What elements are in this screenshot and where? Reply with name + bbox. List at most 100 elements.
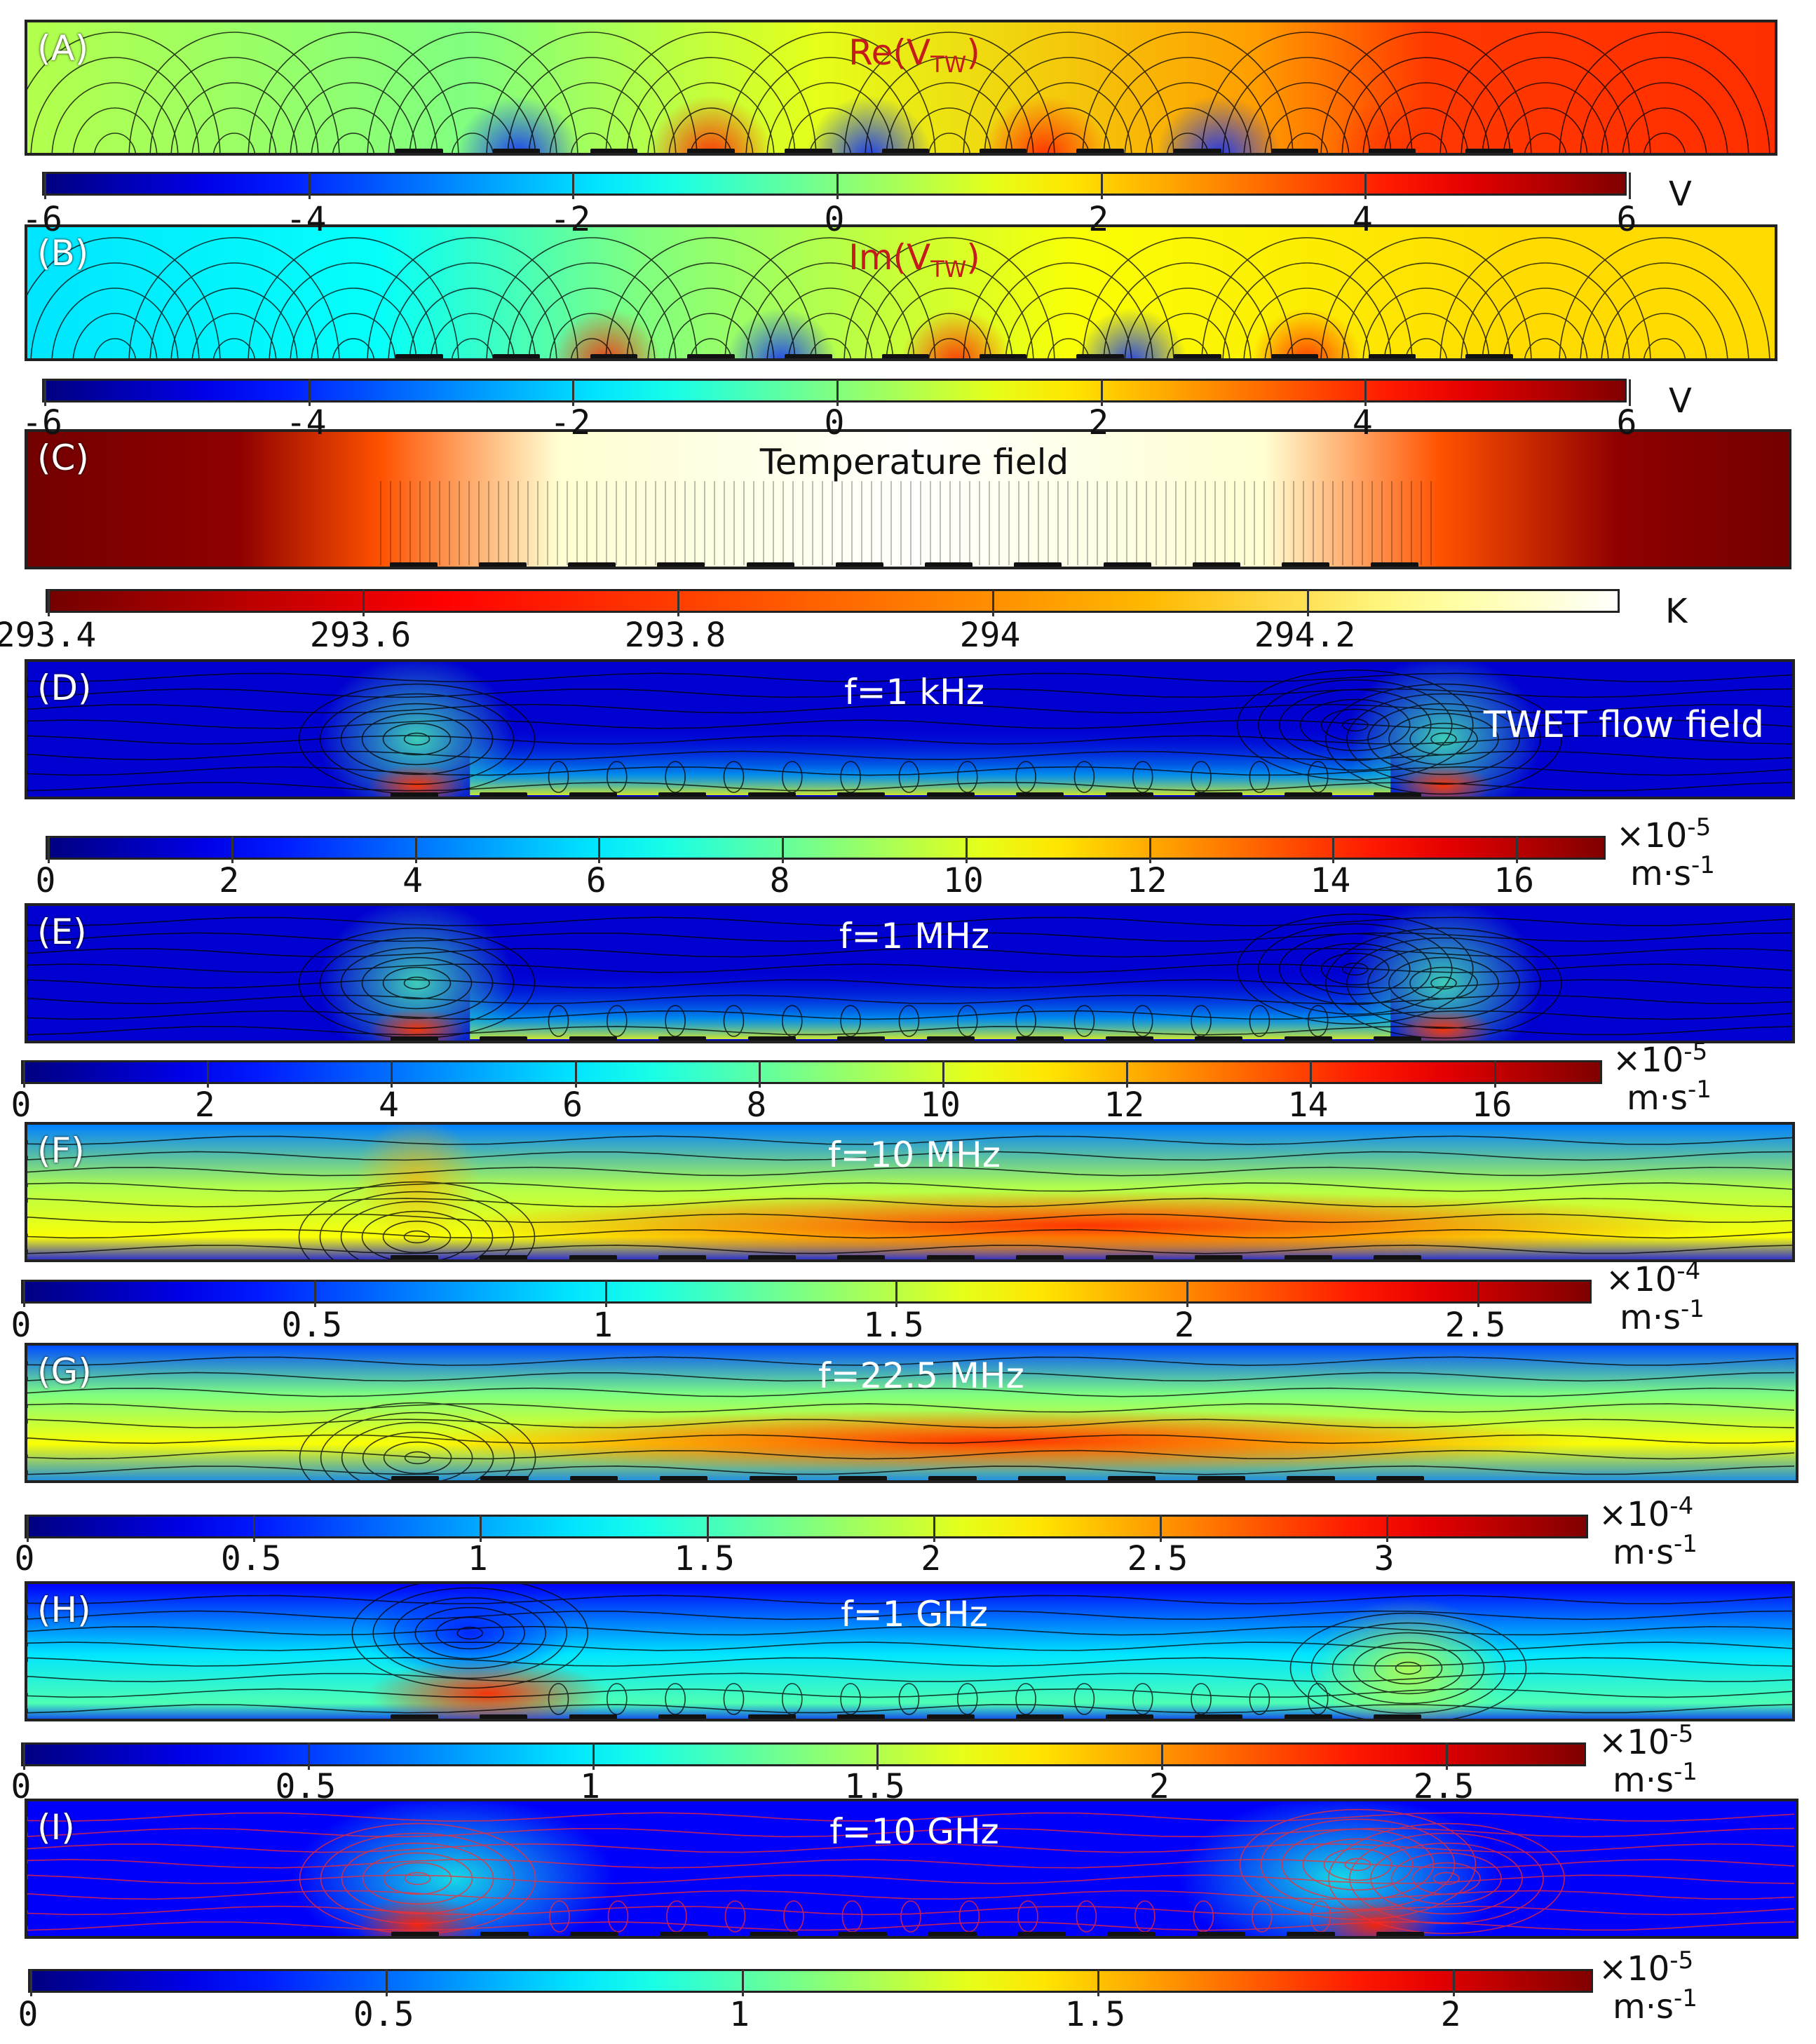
electrode	[659, 1476, 708, 1480]
colorbar-tick	[741, 1970, 744, 1996]
panel-title: f=1 MHz	[839, 916, 989, 956]
colorbar-tick	[604, 1280, 607, 1307]
electrode	[569, 792, 617, 797]
panel-i: (I) f=10 GHz	[25, 1799, 1798, 1939]
colorbar-d	[46, 836, 1606, 863]
colorbar-tick-label: 8	[746, 1085, 767, 1125]
electrode	[1374, 792, 1422, 797]
colorbar-tick	[1332, 837, 1335, 863]
colorbar-tick-label: 6	[1616, 200, 1637, 239]
colorbar-tick	[782, 837, 785, 863]
colorbar-unit: m·s-1	[1620, 1295, 1705, 1337]
colorbar-tick	[1148, 837, 1151, 863]
colorbar-tick-label: 294	[959, 616, 1021, 655]
streamlines	[380, 481, 1432, 565]
vortex-right	[1346, 906, 1542, 1041]
electrode	[391, 1932, 439, 1936]
electrode	[1284, 1036, 1332, 1041]
panel-title-text: f=1 MHz	[839, 916, 990, 956]
colorbar-tick-label: 10	[942, 861, 984, 900]
streamlines	[27, 1135, 1792, 1259]
colorbar-tick-label: 0.5	[220, 1539, 282, 1578]
colorbar-tick	[308, 172, 311, 199]
colorbar-tick	[1100, 379, 1103, 406]
colorbar-tick-label: 2.5	[1444, 1306, 1506, 1345]
electrode-potential-hotspot	[648, 95, 774, 153]
colorbar-tick-label: -2	[550, 403, 591, 442]
colorbar-tick-label: 6	[585, 861, 607, 900]
scale-base: ×10	[1599, 1723, 1670, 1762]
electrode	[928, 1932, 977, 1936]
colorbar-tick	[1629, 379, 1631, 406]
colorbar-tick	[44, 172, 46, 199]
electrode	[1197, 1932, 1245, 1936]
electrode	[1287, 1476, 1335, 1480]
electrode	[746, 562, 794, 567]
colorbar-tick	[207, 1061, 210, 1088]
colorbar-tick	[1629, 172, 1631, 199]
electrode	[1018, 1932, 1066, 1936]
electrode	[785, 149, 832, 153]
electrode	[925, 562, 973, 567]
electrode	[569, 1255, 617, 1259]
electrode	[492, 149, 541, 153]
electrode	[837, 1714, 886, 1719]
panel-b: (B) Im(VTW)	[25, 224, 1777, 361]
electrode	[1016, 1255, 1064, 1259]
scale-exponent: -5	[1669, 1720, 1694, 1748]
electrode	[480, 1932, 529, 1936]
colorbar-tick	[1364, 172, 1367, 199]
colorbar-tick	[1493, 1061, 1496, 1088]
electrode	[1368, 354, 1416, 358]
panel-title-text: Re(V	[848, 32, 931, 73]
electrode	[480, 1476, 529, 1480]
electrode	[480, 1036, 528, 1041]
colorbar-unit: m·s-1	[1627, 1076, 1712, 1118]
streamlines	[27, 913, 1792, 1039]
unit-base: m·s	[1613, 1761, 1674, 1800]
vortex-left	[292, 1801, 615, 1936]
colorbar-tick-label: 2	[194, 1085, 215, 1125]
colorbar-tick-label: 4	[1352, 403, 1373, 442]
electrode	[1105, 1255, 1153, 1259]
colorbar-tick-label: 2	[1440, 1995, 1461, 2034]
scale-exponent: -5	[1687, 813, 1712, 841]
colorbar-tick-label: 0	[18, 1995, 39, 2034]
colorbar-h	[21, 1742, 1586, 1770]
colorbar-tick-label: 1	[729, 1995, 750, 2034]
colorbar-tick	[706, 1515, 709, 1542]
colorbar-tick	[836, 379, 839, 406]
colorbar-tick-label: 16	[1471, 1085, 1512, 1125]
unit-base: m·s	[1630, 854, 1692, 893]
electrode	[390, 792, 438, 797]
field-plot-d	[27, 662, 1792, 797]
colorbar-tick	[876, 1743, 879, 1770]
colorbar-tick	[592, 1743, 595, 1770]
electrode	[747, 1036, 796, 1041]
electrode	[569, 1036, 617, 1041]
colorbar-tick	[933, 1515, 935, 1542]
streamlines	[27, 669, 1792, 795]
electrode	[590, 354, 637, 358]
colorbar-tick-label: 1	[580, 1767, 601, 1806]
panel-label: (A)	[37, 28, 89, 69]
electrode-potential-hotspot	[1076, 308, 1188, 358]
electrode	[658, 1714, 707, 1719]
colorbar-tick-label: 1.5	[1064, 1995, 1126, 2034]
panel-subtitle: TWET flow field	[1483, 704, 1764, 746]
panel-title: Re(VTW)	[848, 32, 980, 78]
colorbar-tick	[598, 837, 601, 863]
electrode	[1192, 562, 1240, 567]
unit-base: m·s	[1613, 1987, 1674, 2026]
panel-title-close: )	[966, 237, 980, 278]
electrode	[747, 1714, 796, 1719]
unit-base: m·s	[1620, 1298, 1681, 1337]
electrode	[1465, 354, 1513, 358]
colorbar-tick-label: 10	[920, 1085, 961, 1125]
electrode	[480, 1255, 528, 1259]
colorbar-unit: V	[1669, 381, 1692, 421]
colorbar-tick	[30, 1970, 32, 1996]
unit-exponent: -1	[1688, 1076, 1712, 1104]
colorbar-tick-label: 293.8	[624, 616, 726, 655]
colorbar-scale: ×10-4	[1606, 1257, 1700, 1299]
